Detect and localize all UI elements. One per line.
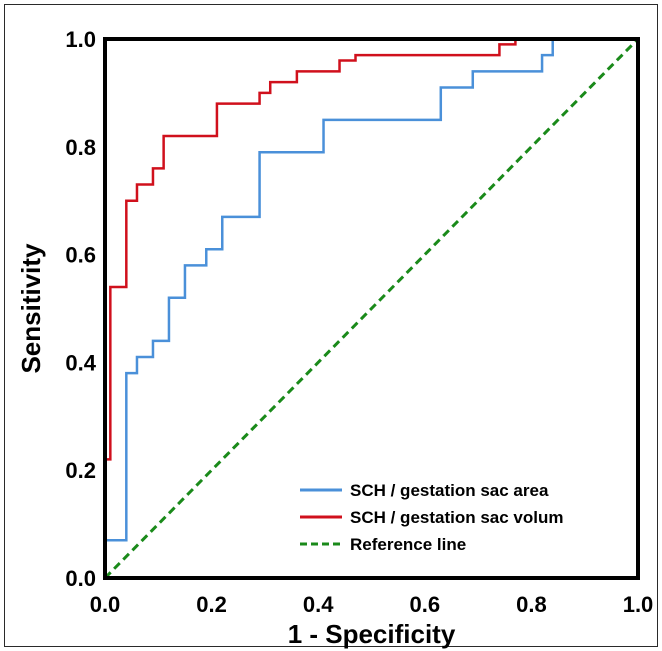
y-tick-label: 0.6	[65, 243, 96, 268]
series-line-3	[103, 37, 640, 580]
x-tick-label: 0.2	[196, 592, 227, 617]
x-tick-label: 0.6	[410, 592, 441, 617]
chart-frame	[4, 4, 658, 647]
plot-border	[103, 37, 640, 580]
series-layer	[103, 37, 640, 580]
series-line-1	[103, 37, 638, 578]
legend-label: SCH / gestation sac volum	[350, 508, 564, 527]
y-axis-label: Sensitivity	[16, 243, 46, 374]
x-axis-label: 1 - Specificity	[288, 619, 456, 649]
y-tick-label: 0.2	[65, 458, 96, 483]
y-tick-label: 0.8	[65, 135, 96, 160]
legend: SCH / gestation sac area SCH / gestation …	[300, 481, 564, 554]
x-tick-label: 0.8	[516, 592, 547, 617]
x-tick-label: 0.4	[303, 592, 334, 617]
x-tick-label: 0.0	[90, 592, 121, 617]
legend-label: Reference line	[350, 535, 466, 554]
y-tick-label: 0.4	[65, 350, 96, 375]
legend-label: SCH / gestation sac area	[350, 481, 549, 500]
x-tick-label: 1.0	[623, 592, 654, 617]
series-line-2	[103, 37, 638, 578]
tick-labels: 0.0 0.2 0.4 0.6 0.8 1.0 0.0 0.2 0.4 0.6 0.8 1.0	[65, 27, 653, 617]
y-tick-label: 1.0	[65, 27, 96, 52]
y-tick-label: 0.0	[65, 566, 96, 591]
